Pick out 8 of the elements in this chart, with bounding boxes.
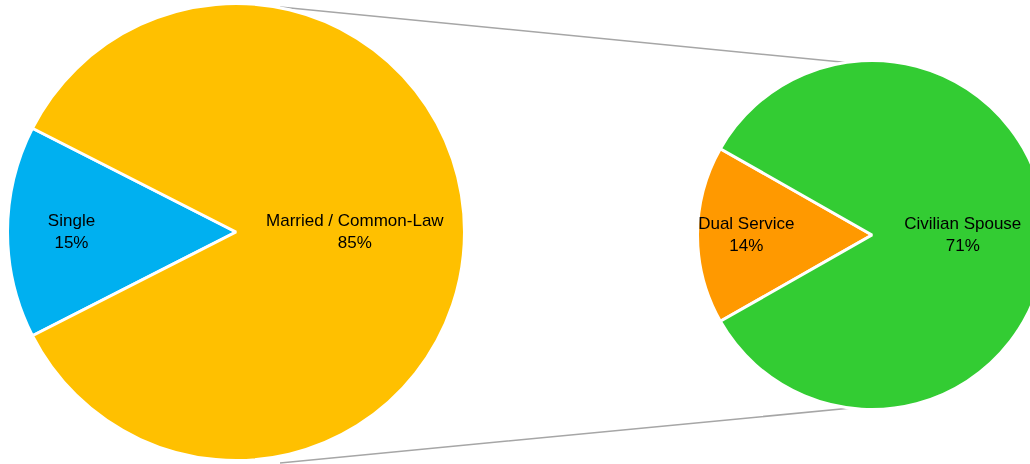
slice-label: Civilian Spouse: [904, 213, 1022, 233]
data-label: 71%: [945, 235, 980, 255]
data-label: 15%: [54, 232, 89, 252]
slice-label: Single: [47, 210, 96, 230]
data-label: 14%: [729, 235, 764, 255]
slice-label: Married / Common-Law: [266, 210, 445, 230]
slice-label: Dual Service: [698, 213, 795, 233]
data-label: 85%: [337, 232, 372, 252]
